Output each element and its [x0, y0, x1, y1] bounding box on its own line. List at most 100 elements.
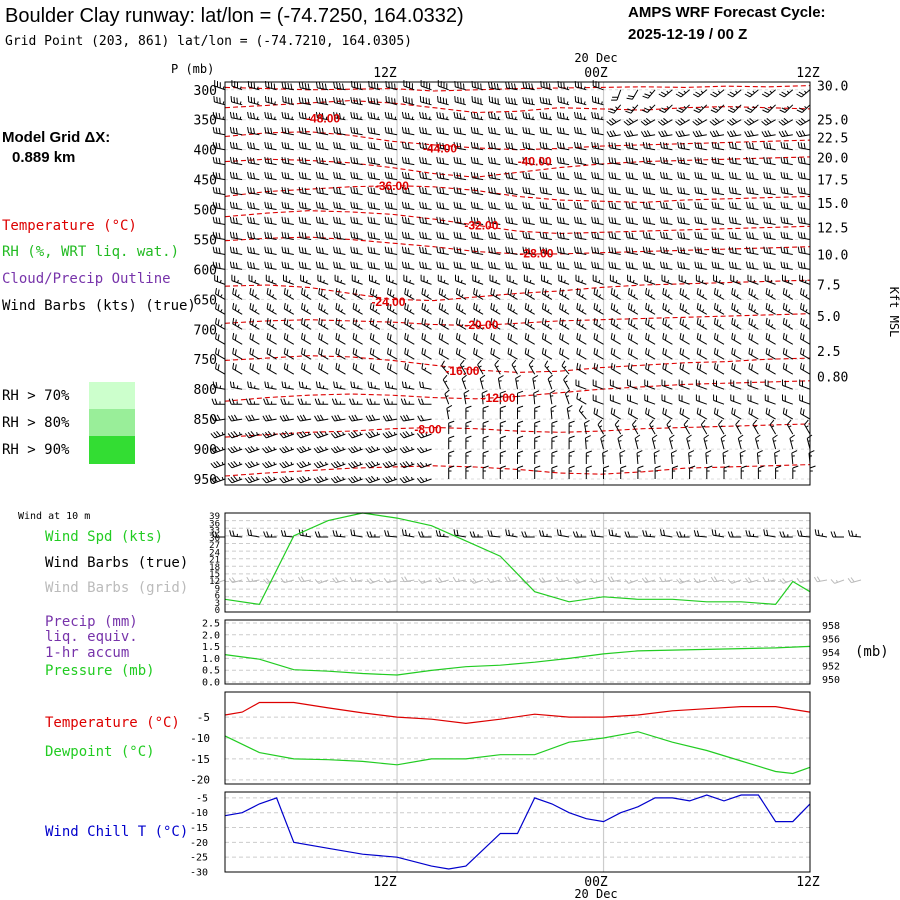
wind-barb [488, 216, 501, 225]
wind-barb [264, 156, 277, 166]
wind-barb [660, 231, 673, 240]
wind-barb [679, 407, 690, 420]
wind-barb [522, 126, 535, 136]
wind-barb [564, 389, 571, 405]
wind-barb [247, 216, 260, 225]
wind-barb [517, 465, 524, 479]
wind-barb [505, 111, 518, 121]
wind-barb [382, 414, 398, 422]
wind-barb [366, 578, 381, 584]
wind-barb [369, 347, 381, 360]
wind-barb [713, 379, 725, 390]
wind-barb [401, 111, 415, 121]
wind-barb [365, 445, 381, 454]
wind-barb [465, 435, 472, 450]
height-tick-label: 20.0 [817, 151, 848, 166]
wind-barb [795, 118, 811, 126]
wind-barb [711, 156, 725, 166]
wind-barb [713, 288, 725, 300]
wind-barb [401, 126, 415, 136]
wind-barb [640, 130, 656, 138]
wind-barb [572, 578, 587, 584]
wind-barb [453, 216, 466, 225]
wind-barb [711, 231, 725, 240]
wind-barb [455, 317, 467, 330]
wind-barb [593, 288, 604, 300]
wind-barb [720, 434, 727, 450]
wind-barb [780, 156, 793, 166]
wind-chill-yticks: -5 -10 -15 -20 -25 -30 [190, 793, 208, 878]
wind-barb [765, 332, 776, 345]
wind-barb [229, 216, 243, 225]
wind-barb [435, 577, 449, 584]
wind10m-barbs [211, 529, 862, 584]
wind-barb [627, 347, 639, 360]
wind-barb [298, 186, 312, 196]
wind-barb [298, 126, 312, 136]
wind-barb [813, 576, 828, 583]
wind-barb [499, 420, 506, 435]
forecast-cycle-value: 2025-12-19 / 00 Z [628, 26, 747, 43]
wind-barb [420, 80, 432, 91]
wind-barb [692, 130, 707, 138]
wind-barb [488, 201, 501, 210]
wind-barb [507, 317, 518, 330]
wind-barb [592, 394, 604, 405]
wind-barb [591, 126, 604, 136]
wind-barb [333, 246, 346, 255]
wind-barb [576, 347, 587, 360]
value-tick-label: 36 [209, 519, 220, 529]
wind-barb [262, 430, 277, 439]
wind-barb [446, 404, 453, 420]
wind-barb [745, 577, 759, 584]
wind-barb [330, 430, 346, 439]
wind-barb [229, 261, 243, 270]
wind-barb [488, 246, 501, 255]
wind-barb [693, 578, 707, 584]
wind-barb [505, 261, 518, 270]
wind-barb [556, 261, 570, 270]
wind-barb [264, 246, 277, 255]
wind-barb [301, 288, 312, 300]
wind-barb [266, 288, 277, 300]
wind-barb [436, 111, 449, 121]
wind-barb [470, 201, 484, 210]
wind-barb [679, 288, 690, 300]
wind-barb [592, 274, 604, 285]
wind-barb [848, 530, 862, 538]
wind-barb [419, 126, 432, 136]
wind-barb [778, 118, 794, 126]
wind-barb [401, 156, 415, 166]
wind-barb [549, 389, 556, 405]
wind-barb [662, 317, 673, 330]
wind-barb [382, 445, 398, 454]
wind-barb [728, 141, 742, 151]
wind-barb [298, 171, 312, 181]
wind-barb [488, 141, 501, 151]
wind-barb [556, 529, 570, 538]
wind-barb [547, 374, 553, 390]
wind-barb [249, 362, 260, 375]
wind-barb [436, 171, 449, 181]
wind-barb [436, 186, 449, 196]
wind-barb [417, 415, 432, 422]
wind-barb [745, 104, 759, 113]
wind-barb [534, 435, 541, 450]
wind-barb [213, 96, 226, 106]
wind-barb [404, 347, 415, 360]
pressure-label: Pressure (mb) [45, 663, 155, 679]
wind-barb [416, 431, 432, 439]
legend-cloud: Cloud/Precip Outline [2, 271, 171, 287]
forecast-cycle-label: AMPS WRF Forecast Cycle: [628, 4, 826, 21]
precip-liq-label: liq. equiv. [45, 629, 138, 645]
wind-barb [779, 578, 793, 584]
value-tick-label: 1.5 [202, 642, 220, 653]
wind-barb [746, 201, 759, 210]
wind-barb [591, 111, 604, 121]
wind-barb [228, 414, 243, 422]
wind-barb [333, 186, 346, 196]
wind-barb [263, 531, 277, 538]
wind-barb [610, 407, 621, 420]
wind-barb [281, 246, 294, 255]
wind10m-grid [225, 512, 810, 613]
